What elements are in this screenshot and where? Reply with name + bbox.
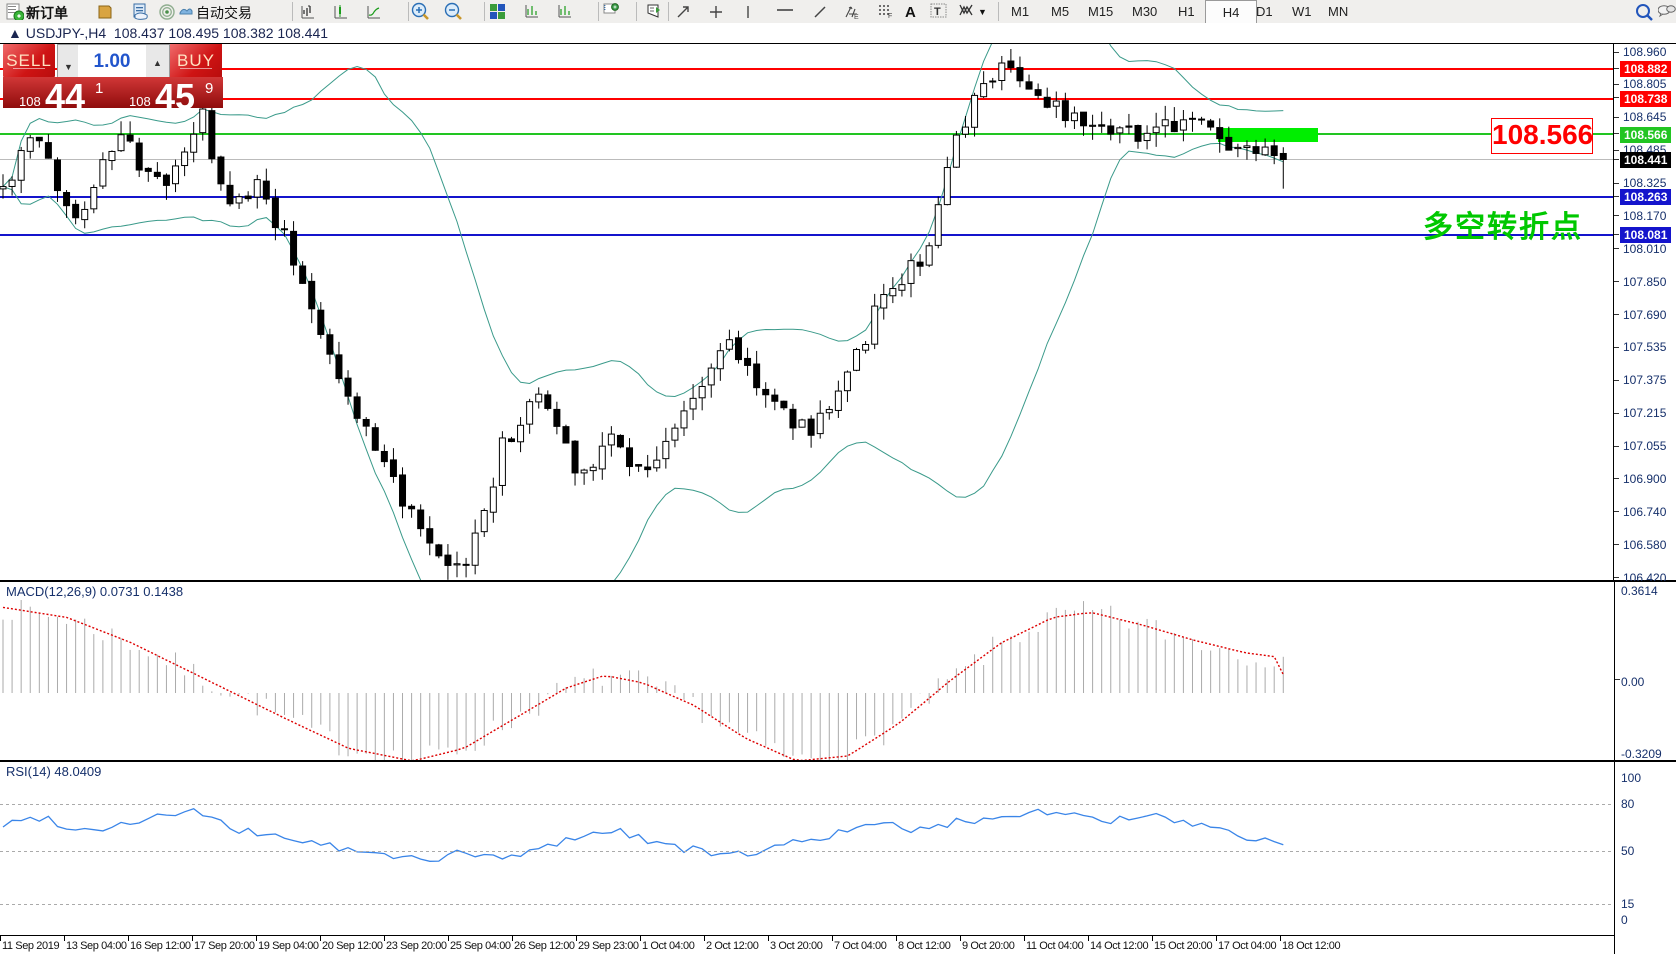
svg-text:F: F — [888, 13, 892, 18]
svg-text:T: T — [934, 6, 941, 18]
svg-text:E: E — [854, 14, 859, 20]
